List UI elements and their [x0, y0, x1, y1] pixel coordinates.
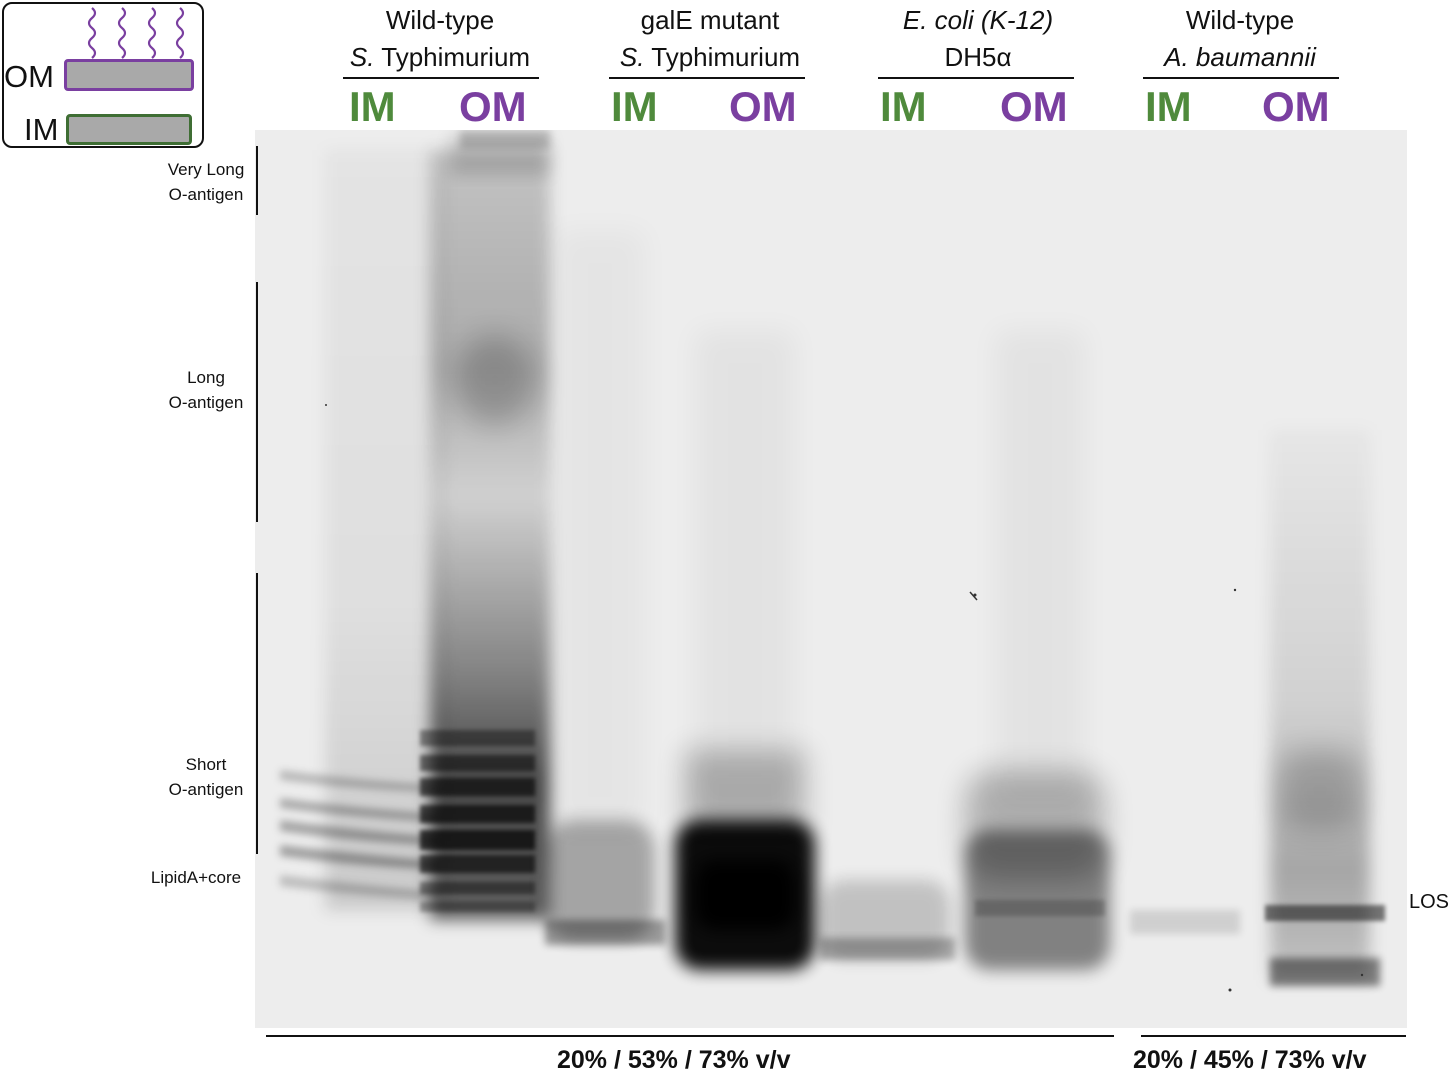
sample-header-gale-typhimurium: galE mutant S. Typhimurium: [600, 2, 820, 76]
label-line: O-antigen: [168, 185, 244, 204]
outer-membrane-bar: [64, 59, 194, 91]
om-schematic-label: OM: [4, 59, 54, 94]
gel-image: [255, 130, 1407, 1028]
conc-bracket-right: [1141, 1035, 1406, 1037]
lane-label-im: IM: [611, 83, 658, 130]
lane-label-om: OM: [729, 83, 797, 130]
im-schematic-label: IM: [24, 112, 59, 147]
sample-strain: DH5α: [944, 42, 1012, 72]
label-line: Short: [185, 755, 227, 774]
lane-label-im: IM: [349, 83, 396, 130]
sample-name-line1: Wild-type: [385, 5, 495, 35]
sample-underline: [1143, 77, 1339, 79]
label-line: Long: [187, 368, 225, 387]
label-line: O-antigen: [168, 393, 244, 412]
membrane-schematic: OM IM: [2, 2, 204, 148]
sample-underline: [878, 77, 1074, 79]
inner-membrane-bar: [66, 114, 192, 145]
label-line: Very Long: [167, 160, 245, 179]
label-line: O-antigen: [168, 780, 244, 799]
sample-species: Typhimurium: [374, 42, 531, 72]
very-long-bracket: [256, 146, 258, 215]
sample-species: Typhimurium: [644, 42, 801, 72]
short-bracket: [256, 573, 258, 854]
very-long-o-antigen-label: Very Long O-antigen: [146, 157, 266, 207]
conc-label-right: 20% / 45% / 73% v/v: [1133, 1046, 1367, 1074]
sample-underline: [609, 77, 805, 79]
sample-header-abaumannii: Wild-type A. baumannii: [1130, 2, 1350, 76]
o-antigen-chains-icon: [87, 7, 185, 59]
sample-species: A. baumannii: [1164, 42, 1316, 72]
conc-bracket-left: [266, 1035, 1114, 1037]
sample-header-ecoli: E. coli (K-12) DH5α: [868, 2, 1088, 76]
lane-label-im: IM: [1145, 83, 1192, 130]
lipida-core-label: LipidA+core: [150, 868, 242, 887]
sample-genus: S.: [349, 42, 375, 72]
sample-underline: [343, 77, 539, 79]
long-o-antigen-label: Long O-antigen: [146, 365, 266, 415]
sample-name-line1: galE mutant: [640, 5, 780, 35]
sample-header-wt-typhimurium: Wild-type S. Typhimurium: [330, 2, 550, 76]
sample-genus: S.: [619, 42, 645, 72]
lane-label-om: OM: [459, 83, 527, 130]
sample-name-line1: Wild-type: [1185, 5, 1295, 35]
lane-label-om: OM: [1000, 83, 1068, 130]
conc-label-left: 20% / 53% / 73% v/v: [557, 1046, 791, 1074]
lane-label-im: IM: [880, 83, 927, 130]
sample-name-line1: E. coli (K-12): [902, 5, 1054, 35]
lane-label-om: OM: [1262, 83, 1330, 130]
los-label: LOS: [1409, 891, 1449, 913]
long-bracket: [256, 282, 258, 522]
short-o-antigen-label: Short O-antigen: [146, 752, 266, 802]
